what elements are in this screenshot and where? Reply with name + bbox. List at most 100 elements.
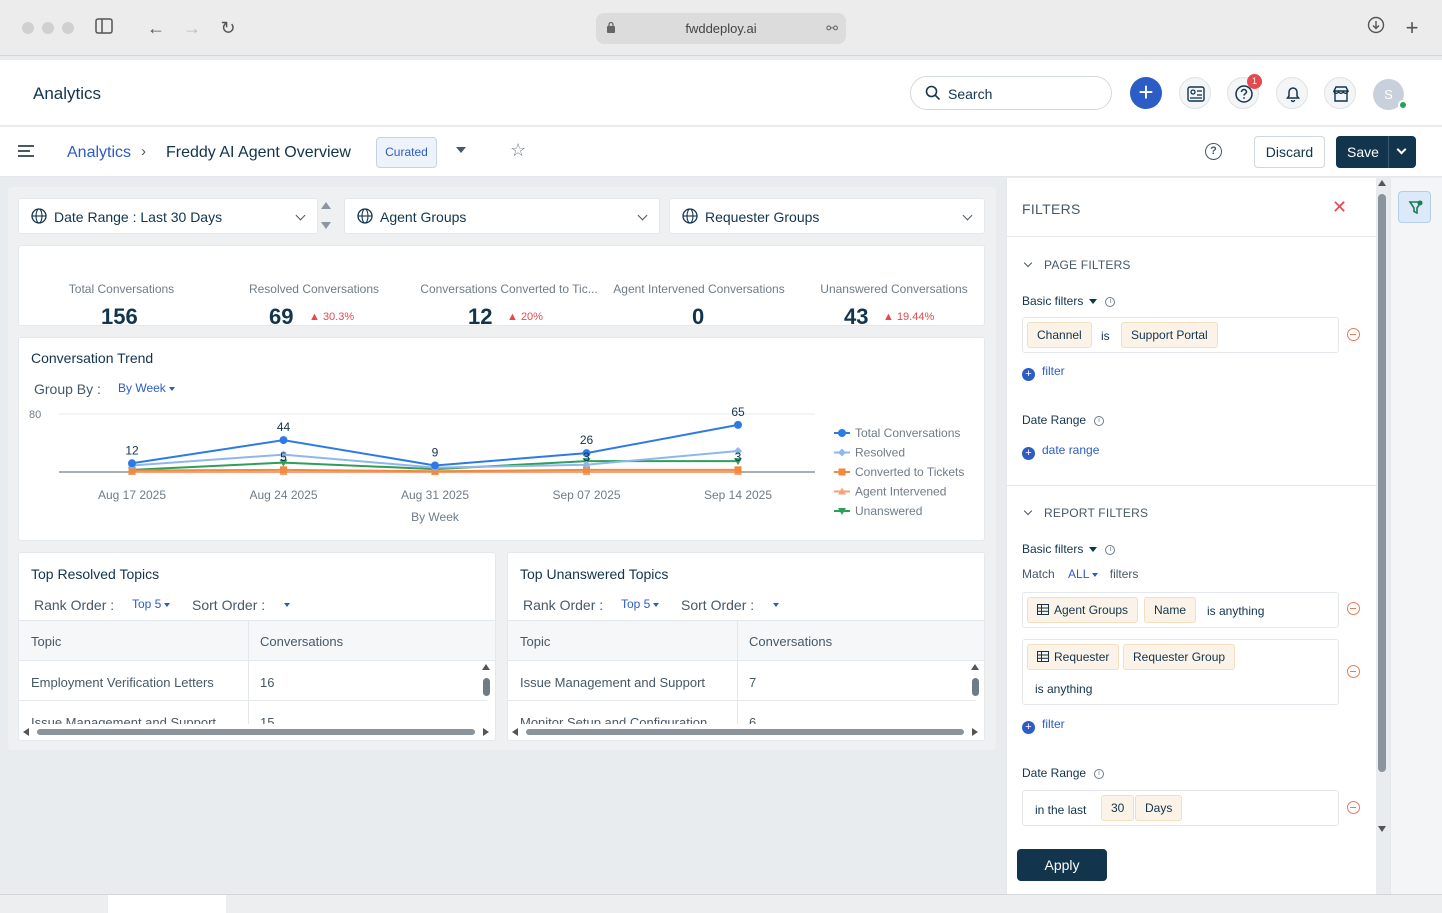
- window-minimize-dot[interactable]: [42, 22, 54, 34]
- filter-toggle-icon[interactable]: [1398, 191, 1431, 223]
- basic-filters-label: Basic filters: [1022, 294, 1084, 308]
- browser-chrome: ← → ↻ fwddeploy.ai ⚯ +: [0, 0, 1442, 56]
- download-icon[interactable]: [1364, 16, 1388, 40]
- page-help-icon[interactable]: ?: [1205, 143, 1222, 160]
- sort-order-dropdown[interactable]: [770, 597, 779, 611]
- remove-filter-icon[interactable]: [1347, 328, 1360, 341]
- hamburger-menu-icon[interactable]: [18, 145, 34, 160]
- chevron-down-icon: [962, 210, 973, 221]
- filter-value-chip[interactable]: Support Portal: [1121, 322, 1218, 348]
- column-conversations[interactable]: Conversations: [749, 634, 833, 649]
- scroll-right-icon[interactable]: [483, 728, 489, 736]
- add-filter-link[interactable]: + filter: [1022, 717, 1065, 734]
- remove-filter-icon[interactable]: [1347, 602, 1360, 615]
- x-axis-label: By Week: [411, 510, 460, 524]
- window-zoom-dot[interactable]: [62, 22, 74, 34]
- scroll-right-icon[interactable]: [972, 728, 978, 736]
- panel-scroll-up-icon[interactable]: [1378, 180, 1386, 186]
- table-header: Topic Conversations: [19, 620, 495, 661]
- notifications-bell-icon[interactable]: [1276, 77, 1308, 109]
- filter-field-chip[interactable]: Requester: [1027, 644, 1120, 670]
- date-range-filter[interactable]: Date Range : Last 30 Days: [18, 198, 318, 234]
- apply-button[interactable]: Apply: [1017, 849, 1107, 881]
- match-dropdown[interactable]: ALL: [1068, 567, 1099, 581]
- table-icon: [1037, 651, 1049, 662]
- remove-filter-icon[interactable]: [1347, 665, 1360, 678]
- data-point: [734, 446, 742, 455]
- scroll-up-icon[interactable]: [482, 664, 490, 670]
- forward-icon[interactable]: →: [183, 18, 201, 38]
- kpi-value: 69: [269, 304, 294, 326]
- data-label: 26: [580, 433, 594, 447]
- column-conversations[interactable]: Conversations: [260, 634, 344, 649]
- horizontal-scrollbar[interactable]: [526, 729, 964, 735]
- filter-attr-chip[interactable]: Requester Group: [1123, 644, 1236, 670]
- basic-filters-dropdown[interactable]: Basic filters i: [1022, 542, 1116, 556]
- data-point: [279, 436, 288, 445]
- scroll-left-icon[interactable]: [23, 728, 29, 736]
- date-number-chip[interactable]: 30: [1101, 795, 1135, 821]
- basic-filters-dropdown[interactable]: Basic filters i: [1022, 294, 1116, 308]
- create-new-button[interactable]: +: [1130, 77, 1162, 109]
- report-filter-condition[interactable]: Agent Groups Name is anything: [1022, 592, 1339, 628]
- add-filter-label: filter: [1042, 717, 1065, 731]
- breadcrumb-analytics[interactable]: Analytics: [67, 144, 132, 161]
- report-filter-condition[interactable]: Requester Requester Group is anything: [1022, 639, 1339, 705]
- horizontal-scrollbar[interactable]: [37, 729, 475, 735]
- requester-groups-filter[interactable]: Requester Groups: [669, 198, 985, 234]
- data-point: [128, 459, 136, 468]
- add-date-range-link[interactable]: + date range: [1022, 443, 1099, 460]
- remove-filter-icon[interactable]: [1347, 801, 1360, 814]
- vertical-scrollbar[interactable]: [483, 678, 490, 696]
- new-tab-icon[interactable]: +: [1405, 15, 1419, 40]
- data-label: 5: [280, 450, 287, 464]
- filter-attr-chip[interactable]: Name: [1144, 597, 1197, 623]
- filter-field-chip[interactable]: Agent Groups: [1027, 597, 1139, 623]
- marketplace-store-icon[interactable]: [1324, 77, 1356, 109]
- data-point: [734, 458, 742, 466]
- rank-order-dropdown[interactable]: Top 5: [621, 597, 660, 611]
- window-close-dot[interactable]: [22, 22, 34, 34]
- back-icon[interactable]: ←: [147, 18, 165, 38]
- report-menu-caret-icon[interactable]: [456, 147, 466, 153]
- date-range-condition[interactable]: in the last 30 Days: [1022, 790, 1339, 826]
- page-filters-heading[interactable]: PAGE FILTERS: [1044, 258, 1131, 272]
- address-bar[interactable]: fwddeploy.ai ⚯: [596, 13, 846, 44]
- discard-button[interactable]: Discard: [1254, 136, 1325, 168]
- search-input[interactable]: Search: [910, 76, 1112, 110]
- sort-order-dropdown[interactable]: [281, 597, 290, 611]
- filter-bar-scroll[interactable]: [320, 200, 332, 232]
- sidebar-toggle-icon[interactable]: [92, 16, 116, 40]
- page-filter-condition[interactable]: Channel is Support Portal: [1022, 317, 1339, 353]
- legend-label: Resolved: [855, 446, 905, 460]
- collapse-chevron-icon[interactable]: [1023, 258, 1033, 268]
- column-topic[interactable]: Topic: [31, 634, 62, 649]
- group-by-dropdown[interactable]: By Week: [118, 381, 175, 395]
- close-icon[interactable]: ✕: [1332, 197, 1348, 217]
- vertical-scrollbar[interactable]: [972, 678, 979, 696]
- agent-groups-filter[interactable]: Agent Groups: [344, 198, 660, 234]
- column-topic[interactable]: Topic: [520, 634, 551, 649]
- panel-scrollbar[interactable]: [1378, 194, 1386, 772]
- save-button[interactable]: Save: [1336, 136, 1416, 168]
- report-filters-heading[interactable]: REPORT FILTERS: [1044, 506, 1149, 520]
- data-point: [280, 466, 287, 474]
- save-options-chevron-icon[interactable]: [1396, 144, 1407, 155]
- scroll-left-icon[interactable]: [512, 728, 518, 736]
- x-tick-label: Sep 07 2025: [552, 488, 620, 502]
- favorite-star-icon[interactable]: ☆: [510, 140, 527, 160]
- date-unit-chip[interactable]: Days: [1135, 795, 1183, 821]
- breadcrumb-chevron-icon: ›: [141, 143, 146, 160]
- rank-order-dropdown[interactable]: Top 5: [132, 597, 171, 611]
- reload-icon[interactable]: ↻: [220, 18, 236, 38]
- filter-field-chip[interactable]: Channel: [1027, 322, 1092, 348]
- contacts-icon[interactable]: [1179, 77, 1211, 109]
- link-icon[interactable]: ⚯: [826, 20, 838, 36]
- add-filter-link[interactable]: + filter: [1022, 364, 1065, 381]
- data-point: [279, 450, 288, 459]
- scroll-up-icon[interactable]: [971, 664, 979, 670]
- panel-scroll-down-icon[interactable]: [1378, 826, 1386, 832]
- data-point: [279, 459, 288, 467]
- search-icon: [925, 85, 941, 101]
- collapse-chevron-icon[interactable]: [1023, 506, 1033, 516]
